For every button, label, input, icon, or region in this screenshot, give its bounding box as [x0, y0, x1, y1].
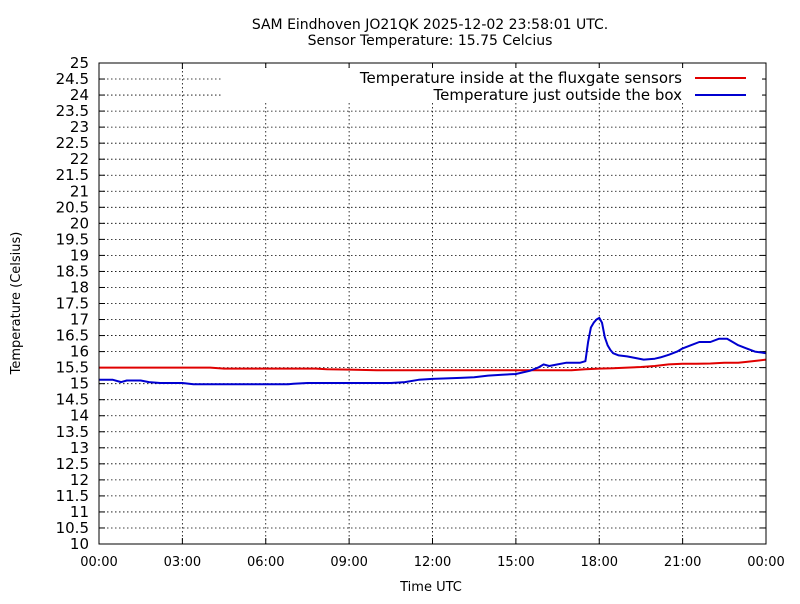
- x-tick-label: 00:00: [80, 555, 117, 570]
- legend-label-outside: Temperature just outside the box: [433, 86, 683, 104]
- x-tick-label: 00:00: [747, 555, 784, 570]
- series-line-inside: [99, 358, 767, 372]
- x-tick-label: 15:00: [497, 555, 534, 570]
- x-tick-label: 06:00: [247, 555, 284, 570]
- chart-title: SAM Eindhoven JO21QK 2025-12-02 23:58:01…: [252, 17, 608, 33]
- x-tick-label: 21:00: [664, 555, 701, 570]
- y-tick-label: 13: [70, 439, 89, 457]
- y-tick-label: 13.5: [56, 423, 89, 441]
- legend-label-inside: Temperature inside at the fluxgate senso…: [359, 69, 682, 87]
- x-tick-label: 09:00: [330, 555, 367, 570]
- y-tick-label: 21: [70, 182, 89, 200]
- y-tick-label: 19: [70, 246, 89, 264]
- y-tick-label: 24: [70, 86, 89, 104]
- series-lines: [99, 316, 767, 386]
- y-tick-label: 23: [70, 118, 89, 136]
- y-tick-label: 17.5: [56, 295, 89, 313]
- y-tick-label: 19.5: [56, 230, 89, 248]
- x-tick-label: 03:00: [164, 555, 201, 570]
- y-tick-label: 15: [70, 375, 89, 393]
- y-tick-label: 20: [70, 214, 89, 232]
- y-tick-label: 17: [70, 311, 89, 329]
- x-axis-label: Time UTC: [399, 580, 462, 595]
- y-tick-label: 15.5: [56, 359, 89, 377]
- y-tick-label: 10: [70, 535, 89, 553]
- x-axis-ticks: 00:00 03:00 06:00 09:00 12:00 15:00 18:00 21:00…: [80, 63, 785, 570]
- grid: [99, 63, 766, 544]
- y-tick-label: 16: [70, 343, 89, 361]
- y-tick-label: 11: [70, 503, 89, 521]
- x-tick-label: 12:00: [414, 555, 451, 570]
- plot-frame: [98, 62, 767, 545]
- y-tick-label: 22.5: [56, 134, 89, 152]
- x-tick-label: 18:00: [581, 555, 618, 570]
- y-axis-label: Temperature (Celsius): [9, 232, 24, 376]
- y-tick-label: 23.5: [56, 102, 89, 120]
- y-tick-label: 16.5: [56, 327, 89, 345]
- y-tick-label: 14.5: [56, 391, 89, 409]
- series-line-outside: [99, 316, 767, 386]
- legend: Temperature inside at the fluxgate senso…: [222, 68, 762, 104]
- y-tick-label: 18: [70, 278, 89, 296]
- y-tick-label: 12: [70, 471, 89, 489]
- chart-subtitle: Sensor Temperature: 15.75 Celcius: [308, 33, 553, 49]
- y-tick-label: 18.5: [56, 262, 89, 280]
- y-tick-label: 24.5: [56, 70, 89, 88]
- y-tick-label: 20.5: [56, 198, 89, 216]
- y-tick-label: 10.5: [56, 519, 89, 537]
- y-axis-ticks: 1010.51111.51212.51313.51414.51515.51616…: [56, 54, 766, 553]
- y-tick-label: 25: [70, 54, 89, 72]
- y-tick-label: 21.5: [56, 166, 89, 184]
- legend-background: [222, 68, 762, 102]
- y-tick-label: 11.5: [56, 487, 89, 505]
- y-tick-label: 14: [70, 407, 89, 425]
- y-tick-label: 22: [70, 150, 89, 168]
- y-tick-label: 12.5: [56, 455, 89, 473]
